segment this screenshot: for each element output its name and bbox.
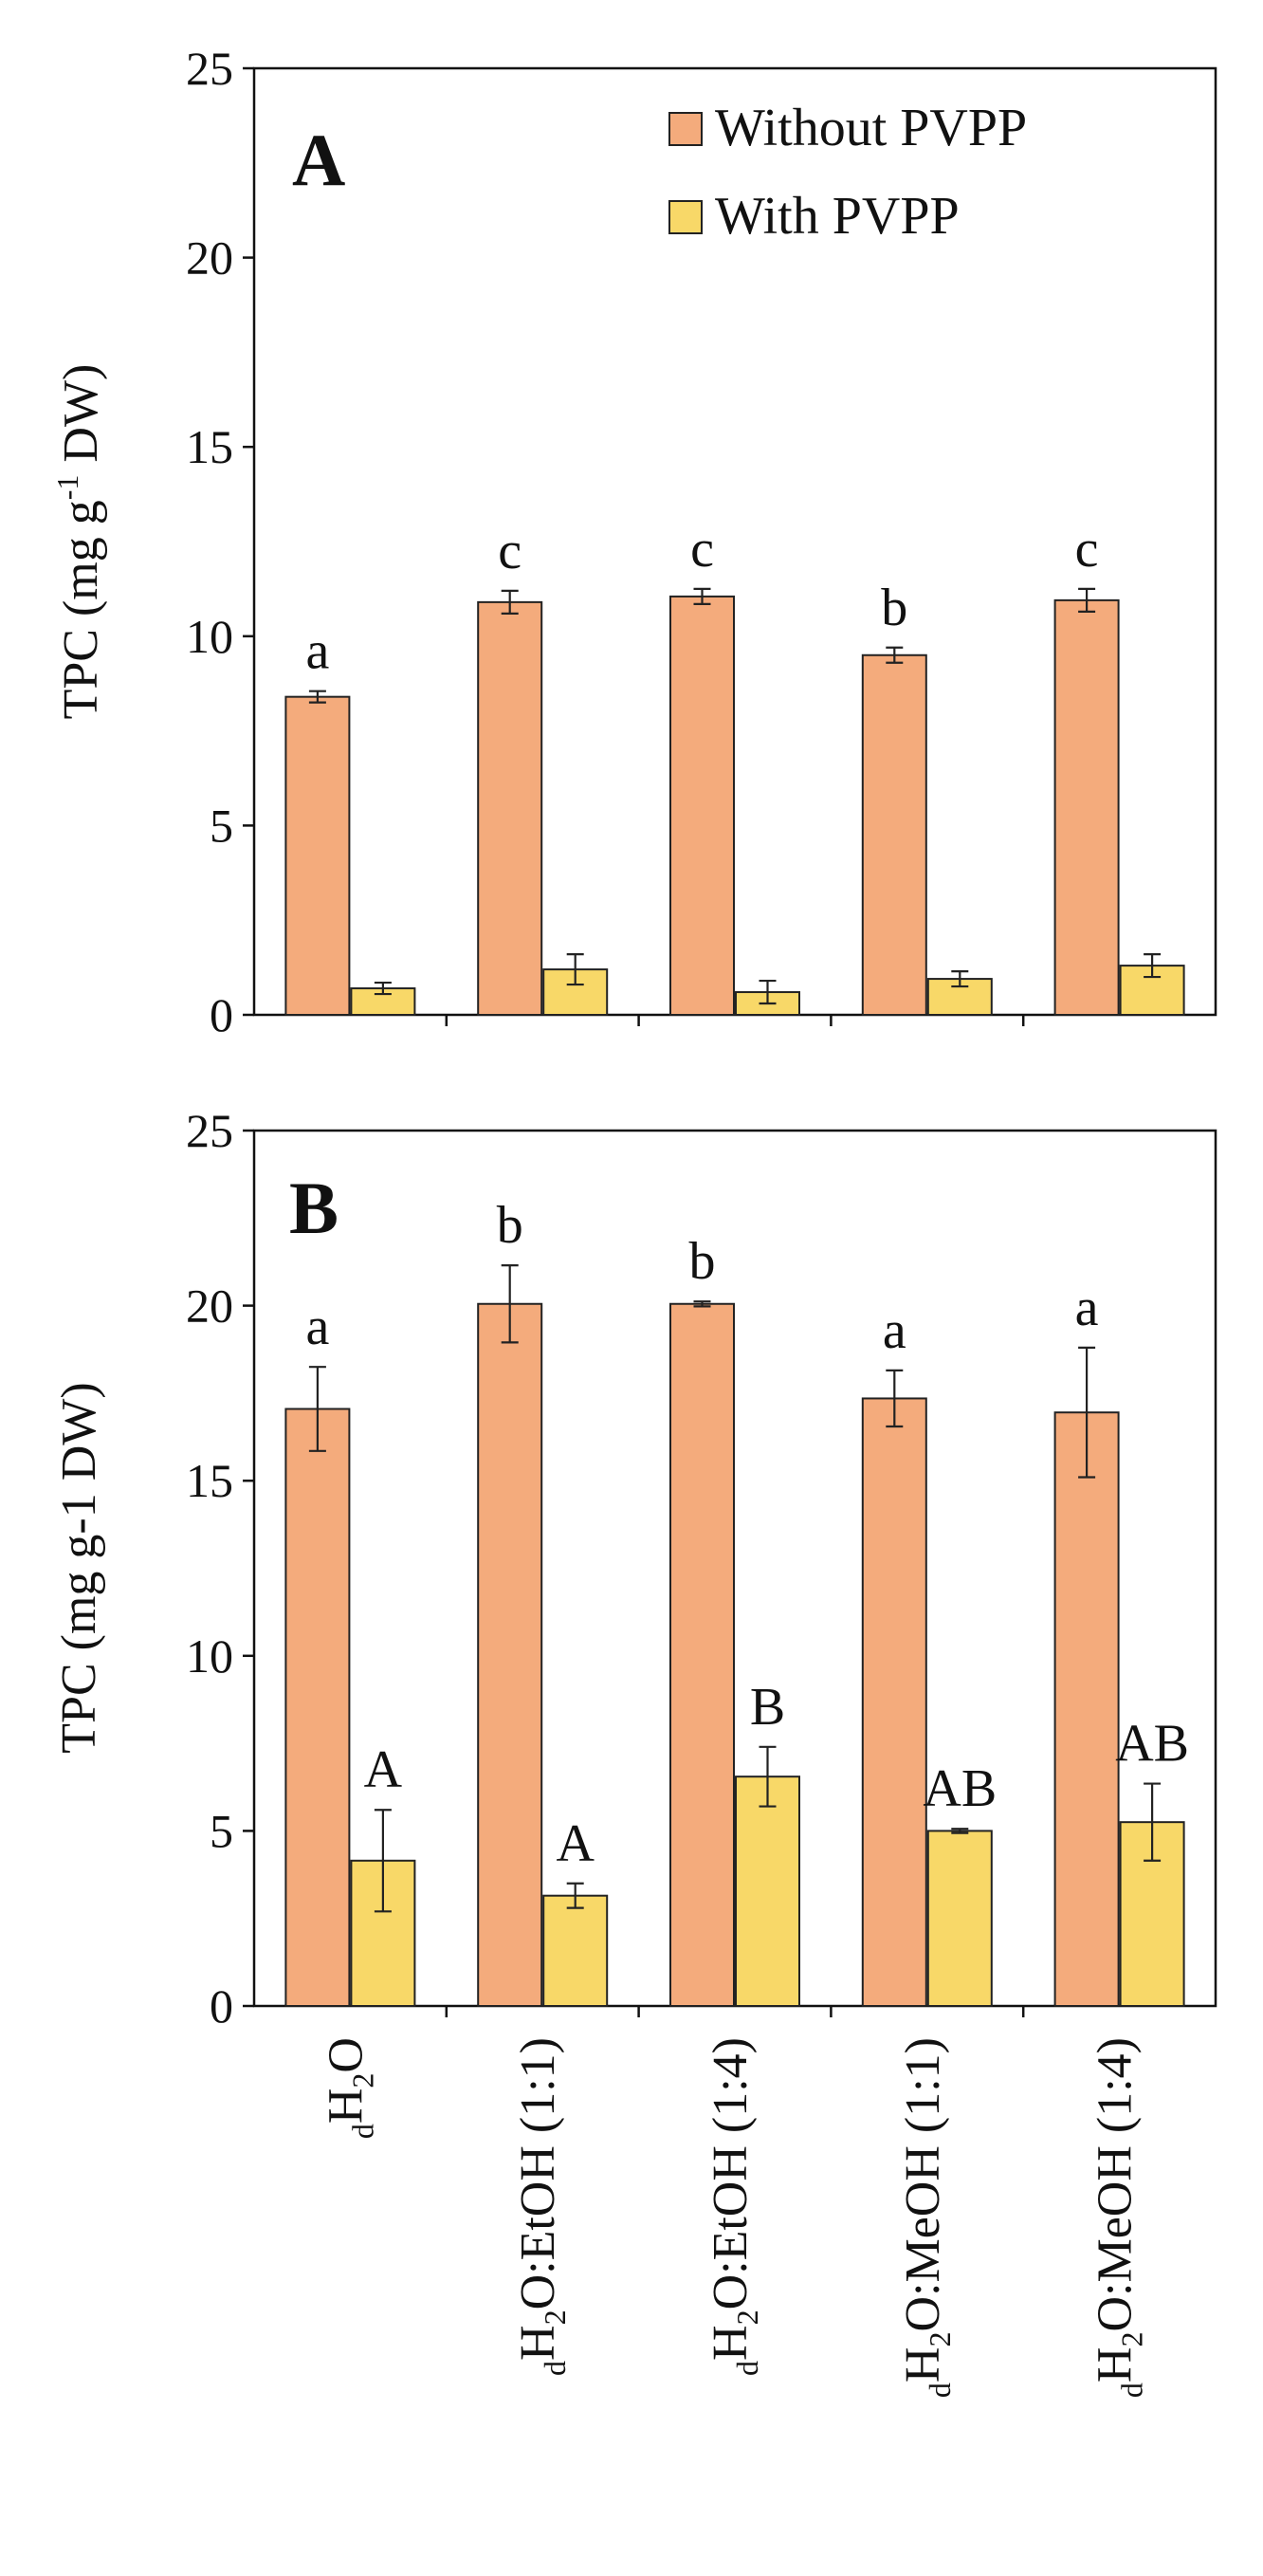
x-axis-category-label: dH2O:EtOH (1:4): [704, 2037, 764, 2376]
panel-b-y-tick-label: 20: [186, 1279, 233, 1333]
panel-b-y-tick-label: 25: [186, 1104, 233, 1157]
panel-b-bar-with-pvpp: [735, 1776, 800, 2007]
panel-a-bar-with-pvpp: [542, 968, 609, 1017]
panel-a-y-axis-label-post: DW): [54, 364, 108, 475]
panel-b-letter: B: [289, 1167, 339, 1249]
panel-a-bar-without-pvpp: [861, 653, 927, 1016]
panel-a-significance-letter: c: [498, 522, 522, 580]
panel-a-y-tick-label: 15: [186, 420, 233, 473]
legend-swatch-without-pvpp: [668, 112, 703, 146]
panel-a-y-axis-label: TPC (mg g-1 DW): [50, 364, 108, 720]
panel-a-y-axis-label-sup: -1: [50, 475, 84, 501]
x-axis-category-label: dH2O:EtOH (1:1): [511, 2037, 572, 2376]
panel-b-y-tick-label: 10: [186, 1629, 233, 1683]
panel-a-y-tick-label: 0: [210, 988, 233, 1041]
legend: Without PVPP With PVPP: [668, 99, 1027, 246]
panel-a-significance-letter: c: [690, 520, 714, 579]
panel-a-bar-without-pvpp: [284, 695, 351, 1016]
panel-a-significance-letter: b: [881, 579, 907, 637]
panel-a-bar-without-pvpp: [669, 595, 735, 1016]
panel-a-y-tick-label: 5: [210, 799, 233, 852]
panel-b-significance-letter: A: [364, 1740, 403, 1799]
panel-b-significance-letter: b: [497, 1196, 523, 1255]
panel-b-y-tick-label: 0: [210, 1979, 233, 2033]
panel-b-significance-letter: AB: [923, 1759, 997, 1818]
x-axis-category-label: dH2O: [319, 2037, 379, 2139]
panel-b-bar-without-pvpp: [477, 1302, 543, 2007]
panel-b-bar-with-pvpp: [926, 1830, 993, 2008]
panel-b-significance-letter: A: [556, 1814, 595, 1873]
panel-b-bar-with-pvpp: [1119, 1821, 1185, 2008]
panel-a: A TPC (mg g-1 DW) Without PVPP With PVPP…: [50, 42, 1217, 1041]
panel-a-letter: A: [292, 119, 345, 201]
panel-b-bar-with-pvpp: [542, 1894, 609, 2008]
panel-b-y-tick-label: 15: [186, 1454, 233, 1507]
panel-b-bar-without-pvpp: [861, 1397, 927, 2007]
panel-a-significance-letter: c: [1075, 520, 1099, 579]
panel-b-y-axis-label: TPC (mg g-1 DW): [52, 1382, 106, 1753]
panel-a-bar-without-pvpp: [1053, 598, 1120, 1016]
legend-label-without-pvpp: Without PVPP: [715, 99, 1027, 157]
x-axis-category-label: dH2O:MeOH (1:4): [1089, 2037, 1149, 2398]
panel-b-significance-letter: AB: [1115, 1715, 1189, 1774]
panel-b-y-tick-label: 5: [210, 1804, 233, 1857]
panel-b-significance-letter: b: [689, 1232, 716, 1291]
panel-b-significance-letter: a: [1075, 1279, 1099, 1337]
legend-swatch-with-pvpp: [668, 200, 703, 234]
panel-b-significance-letter: a: [883, 1301, 906, 1360]
panel-a-bar-without-pvpp: [477, 600, 543, 1016]
panel-b-bar-without-pvpp: [1053, 1411, 1120, 2008]
x-axis-category-label: dH2O:MeOH (1:1): [896, 2037, 957, 2398]
panel-b-significance-letter: B: [750, 1678, 785, 1737]
panel-b-bar-without-pvpp: [669, 1302, 735, 2007]
panel-b: B TPC (mg g-1 DW) 0 5 10 15 20 25 a Ab Ab Ba AB a AB: [52, 1104, 1217, 2033]
panel-a-y-tick-label: 10: [186, 610, 233, 663]
panel-b-bar-without-pvpp: [284, 1408, 351, 2008]
panel-a-y-axis-label-pre: TPC (mg g: [54, 500, 108, 719]
panel-a-significance-letter: a: [305, 622, 329, 681]
legend-label-with-pvpp: With PVPP: [715, 187, 960, 246]
x-axis-category-labels: dH2O dH2O:EtOH (1:1) dH2O:EtOH (1:4) dH2O:M…: [319, 2037, 1148, 2398]
panel-b-significance-letter: a: [305, 1297, 329, 1356]
panel-a-y-tick-label: 25: [186, 42, 233, 95]
panel-a-y-tick-label: 20: [186, 231, 233, 285]
